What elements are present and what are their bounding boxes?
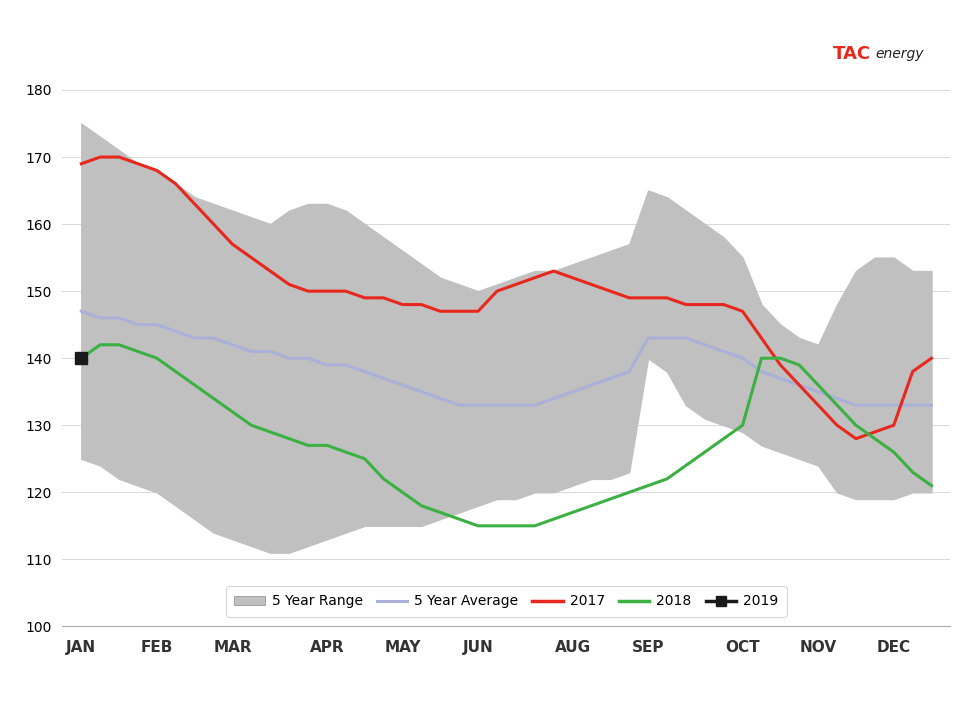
Text: Diesel  TOTAL US: Diesel TOTAL US	[367, 19, 593, 44]
Text: TAC: TAC	[833, 45, 872, 63]
Text: energy: energy	[876, 48, 924, 61]
Legend: 5 Year Range, 5 Year Average, 2017, 2018, 2019: 5 Year Range, 5 Year Average, 2017, 2018…	[227, 586, 786, 617]
